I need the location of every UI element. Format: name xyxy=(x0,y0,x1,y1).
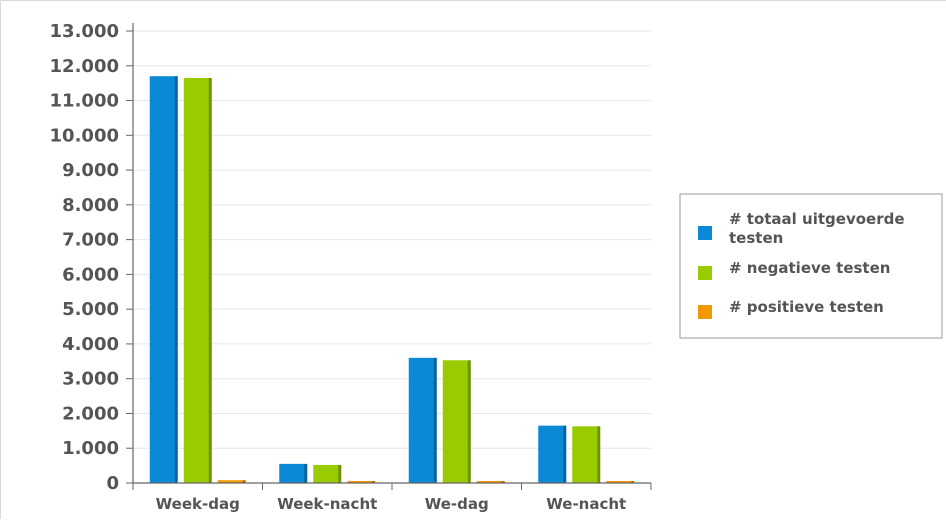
y-tick-label: 13.000 xyxy=(50,21,119,42)
bar-shade xyxy=(467,360,471,483)
legend-label: # totaal uitgevoerde xyxy=(729,210,905,228)
y-tick-label: 11.000 xyxy=(50,91,119,112)
legend-swatch xyxy=(698,266,712,280)
bar-shade xyxy=(501,481,505,483)
x-tick-label: We-nacht xyxy=(546,495,626,513)
y-tick-label: 7.000 xyxy=(62,230,119,251)
y-tick-label: 2.000 xyxy=(62,403,119,424)
bar-2-we-dag xyxy=(442,360,471,483)
bar-3-we-nacht xyxy=(606,481,635,483)
bar-2-week-dag xyxy=(183,77,212,483)
bar-shade xyxy=(304,463,308,483)
bar-shade xyxy=(338,464,342,483)
bar-1-week-dag xyxy=(149,76,178,483)
bar-3-week-dag xyxy=(217,480,246,483)
legend-label: # negatieve testen xyxy=(729,259,890,277)
bar-shade xyxy=(208,77,212,483)
bar-2-week-nacht xyxy=(313,464,342,483)
y-tick-label: 0 xyxy=(106,473,119,494)
y-tick-label: 6.000 xyxy=(62,264,119,285)
x-tick-label: Week-dag xyxy=(156,495,240,513)
legend-swatch xyxy=(698,226,712,240)
legend-label: # positieve testen xyxy=(729,298,884,316)
y-tick-label: 9.000 xyxy=(62,160,119,181)
bar-3-we-dag xyxy=(476,481,505,483)
legend-swatch xyxy=(698,305,712,319)
y-tick-label: 12.000 xyxy=(50,56,119,77)
bar-shade xyxy=(597,426,601,483)
bar-1-we-dag xyxy=(408,357,437,483)
bars xyxy=(149,76,635,483)
x-axis-tick-labels: Week-dag Week-nacht We-dag We-nacht xyxy=(156,495,627,513)
x-tick-label: Week-nacht xyxy=(277,495,377,513)
bar-shade xyxy=(563,425,567,483)
axes xyxy=(126,23,652,490)
bar-shade xyxy=(631,481,635,483)
y-tick-label: 4.000 xyxy=(62,334,119,355)
y-tick-label: 3.000 xyxy=(62,369,119,390)
legend-label: testen xyxy=(729,229,783,247)
bar-shade xyxy=(372,481,376,483)
bar-shade xyxy=(433,357,437,483)
legend-box xyxy=(679,193,943,339)
bar-1-week-nacht xyxy=(279,463,308,483)
y-axis-tick-labels: 0 1.000 2.000 3.000 4.000 5.000 6.000 7.000 8.00… xyxy=(50,21,119,494)
y-tick-label: 10.000 xyxy=(50,125,119,146)
y-tick-label: 1.000 xyxy=(62,438,119,459)
bar-2-we-nacht xyxy=(572,426,601,483)
bar-shade xyxy=(174,76,178,483)
y-tick-label: 8.000 xyxy=(62,195,119,216)
bar-shade xyxy=(242,480,246,483)
y-tick-label: 5.000 xyxy=(62,299,119,320)
bar-3-week-nacht xyxy=(347,481,376,483)
x-tick-label: We-dag xyxy=(425,495,489,513)
gridlines xyxy=(133,30,651,449)
bar-1-we-nacht xyxy=(538,425,567,483)
